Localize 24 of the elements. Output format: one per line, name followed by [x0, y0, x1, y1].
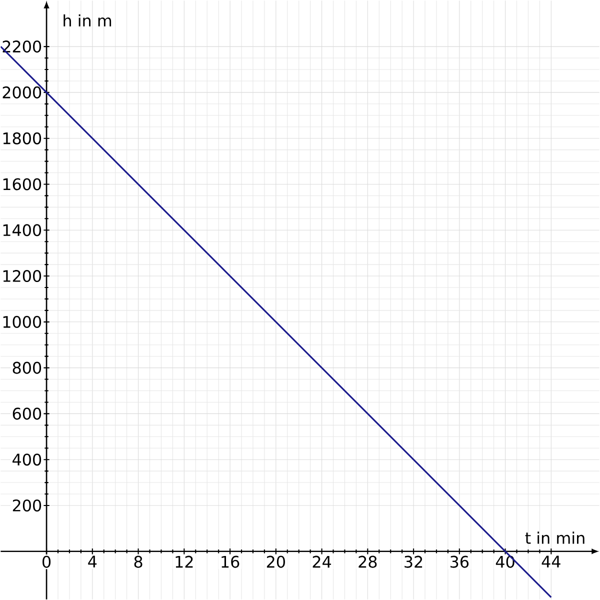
y-tick-label: 1200 [3, 270, 42, 282]
y-tick-label: 1400 [3, 224, 42, 236]
y-tick-label: 1600 [3, 178, 42, 190]
x-tick-label: 44 [542, 556, 560, 568]
y-tick-label: 200 [12, 499, 42, 512]
x-tick-label: 32 [404, 556, 422, 568]
x-tick-label: 8 [134, 556, 142, 568]
x-tick-label: 16 [222, 556, 240, 568]
y-tick-label: 2000 [2, 86, 42, 98]
y-tick-label: 1800 [3, 132, 42, 144]
x-tick-label: 0 [42, 556, 51, 568]
y-tick-label: 400 [12, 454, 42, 466]
y-tick-label: 800 [12, 362, 42, 374]
x-axis-title: t in min [525, 532, 584, 544]
y-axis-title: h in m [64, 14, 112, 26]
y-tick-label: 2200 [2, 40, 42, 53]
x-tick-label: 12 [176, 556, 193, 568]
x-tick-label: 24 [312, 556, 332, 568]
y-tick-label: 600 [12, 408, 42, 420]
y-tick-label: 1000 [3, 316, 42, 328]
x-tick-label: 20 [266, 556, 285, 568]
x-tick-label: 4 [88, 556, 97, 568]
x-tick-label: 36 [450, 556, 469, 568]
x-tick-label: 28 [358, 556, 377, 568]
